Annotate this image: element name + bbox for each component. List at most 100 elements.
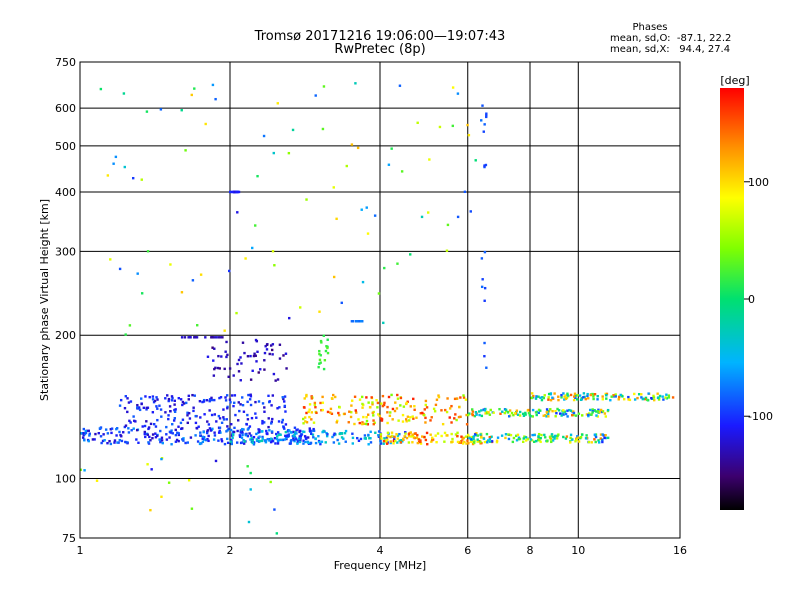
data-point: [396, 393, 399, 397]
data-point: [326, 410, 330, 414]
data-point: [147, 426, 151, 429]
data-point: [606, 436, 610, 440]
data-point: [215, 336, 218, 339]
data-point: [424, 438, 428, 442]
data-point: [564, 437, 568, 440]
data-point: [358, 398, 362, 401]
data-point: [97, 431, 100, 435]
data-point: [486, 412, 489, 415]
data-point: [314, 406, 317, 409]
data-point: [324, 349, 328, 353]
data-point: [606, 408, 610, 412]
data-point: [322, 429, 325, 433]
data-point: [662, 398, 665, 401]
data-point: [249, 393, 252, 396]
data-point: [140, 178, 143, 181]
data-point: [319, 361, 322, 364]
data-point: [116, 441, 119, 444]
data-point: [471, 413, 475, 417]
data-point: [277, 420, 281, 423]
data-point: [363, 434, 367, 437]
data-point: [483, 250, 487, 254]
data-point: [431, 438, 434, 442]
data-point: [321, 401, 325, 404]
data-point: [396, 437, 399, 440]
data-point: [563, 398, 566, 401]
data-point: [243, 440, 246, 443]
data-point: [547, 396, 550, 399]
data-point: [577, 436, 580, 439]
data-point: [488, 436, 491, 439]
data-point: [485, 432, 489, 436]
data-point: [101, 439, 105, 443]
data-point: [537, 408, 541, 412]
data-point: [524, 436, 528, 439]
data-point: [367, 401, 370, 404]
data-point: [290, 431, 293, 434]
data-point: [456, 440, 460, 444]
data-point: [241, 341, 245, 344]
data-point: [539, 436, 542, 440]
data-point: [326, 433, 329, 436]
data-point: [248, 425, 252, 428]
data-point: [313, 403, 317, 406]
data-point: [586, 394, 589, 398]
data-point: [354, 409, 357, 412]
data-point: [515, 434, 518, 438]
data-point: [356, 146, 360, 150]
data-point: [563, 395, 566, 398]
data-point: [537, 432, 541, 436]
data-point: [199, 431, 202, 434]
data-point: [353, 422, 356, 426]
data-point: [547, 398, 550, 401]
data-point: [399, 404, 402, 407]
data-point: [411, 433, 414, 436]
data-point: [288, 429, 291, 432]
data-point: [518, 410, 522, 414]
data-point: [152, 400, 156, 404]
data-point: [396, 434, 400, 437]
data-point: [215, 420, 218, 423]
data-point: [295, 438, 298, 441]
data-point: [315, 411, 318, 415]
data-point: [332, 441, 336, 444]
data-point: [405, 436, 409, 440]
data-point: [110, 427, 114, 430]
data-point: [214, 97, 217, 101]
data-point: [169, 410, 172, 413]
data-point: [483, 286, 487, 290]
data-point: [361, 421, 364, 424]
data-point: [431, 436, 434, 440]
data-point: [120, 439, 124, 443]
data-point: [563, 410, 566, 413]
data-point: [436, 432, 440, 435]
data-point: [291, 128, 295, 132]
data-point: [385, 442, 389, 445]
data-point: [375, 399, 378, 402]
data-point: [617, 395, 621, 399]
data-point: [601, 440, 604, 444]
data-point: [153, 399, 157, 403]
data-point: [550, 440, 553, 444]
data-point: [589, 393, 592, 397]
data-point: [391, 407, 395, 411]
data-point: [380, 402, 383, 405]
data-point: [553, 392, 556, 395]
data-point: [184, 149, 187, 152]
data-point: [241, 396, 244, 399]
data-point: [251, 246, 254, 250]
data-point: [556, 434, 559, 438]
data-point: [483, 341, 486, 345]
data-point: [175, 438, 179, 442]
data-point: [99, 87, 103, 91]
data-point: [321, 395, 324, 399]
data-point: [460, 435, 463, 438]
data-point: [159, 108, 163, 111]
data-point: [365, 396, 368, 399]
data-point: [614, 393, 617, 396]
data-point: [434, 403, 438, 407]
data-point: [288, 316, 291, 320]
data-point: [283, 438, 286, 441]
data-point: [270, 348, 274, 352]
data-point: [199, 416, 202, 419]
